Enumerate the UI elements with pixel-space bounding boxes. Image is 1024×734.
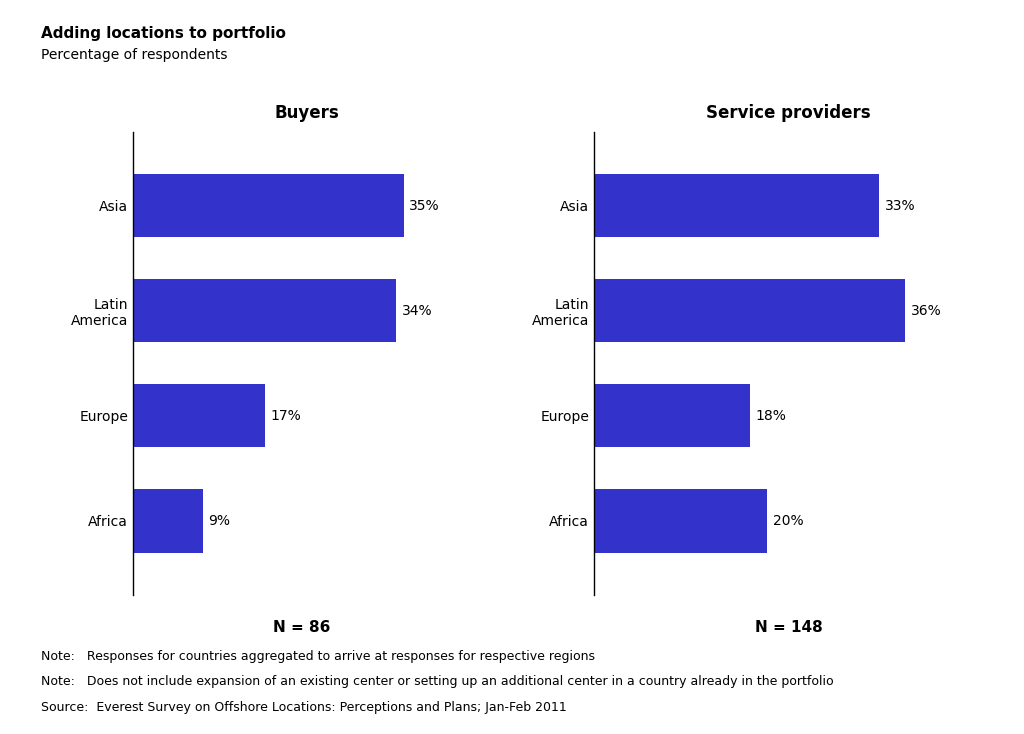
Title: Service providers: Service providers [707, 104, 870, 123]
Text: Adding locations to portfolio: Adding locations to portfolio [41, 26, 286, 40]
Text: 9%: 9% [208, 514, 230, 528]
Bar [594, 174, 880, 237]
Text: Note:   Responses for countries aggregated to arrive at responses for respective: Note: Responses for countries aggregated… [41, 650, 595, 663]
Text: 36%: 36% [911, 304, 942, 318]
Text: 33%: 33% [886, 199, 915, 213]
Text: Percentage of respondents: Percentage of respondents [41, 48, 227, 62]
Text: 17%: 17% [270, 409, 301, 423]
Bar [594, 385, 750, 448]
Text: 35%: 35% [410, 199, 440, 213]
Title: Buyers: Buyers [274, 104, 340, 123]
Text: N = 86: N = 86 [273, 620, 331, 635]
Bar [133, 385, 264, 448]
Bar [133, 279, 396, 342]
Bar [133, 174, 403, 237]
Text: Note:   Does not include expansion of an existing center or setting up an additi: Note: Does not include expansion of an e… [41, 675, 834, 688]
Text: Source:  Everest Survey on Offshore Locations: Perceptions and Plans; Jan-Feb 20: Source: Everest Survey on Offshore Locat… [41, 701, 566, 714]
Text: 20%: 20% [773, 514, 804, 528]
Bar [133, 490, 203, 553]
Text: 18%: 18% [756, 409, 786, 423]
Bar [594, 279, 905, 342]
Bar [594, 490, 767, 553]
Text: 34%: 34% [401, 304, 432, 318]
Text: N = 148: N = 148 [755, 620, 822, 635]
